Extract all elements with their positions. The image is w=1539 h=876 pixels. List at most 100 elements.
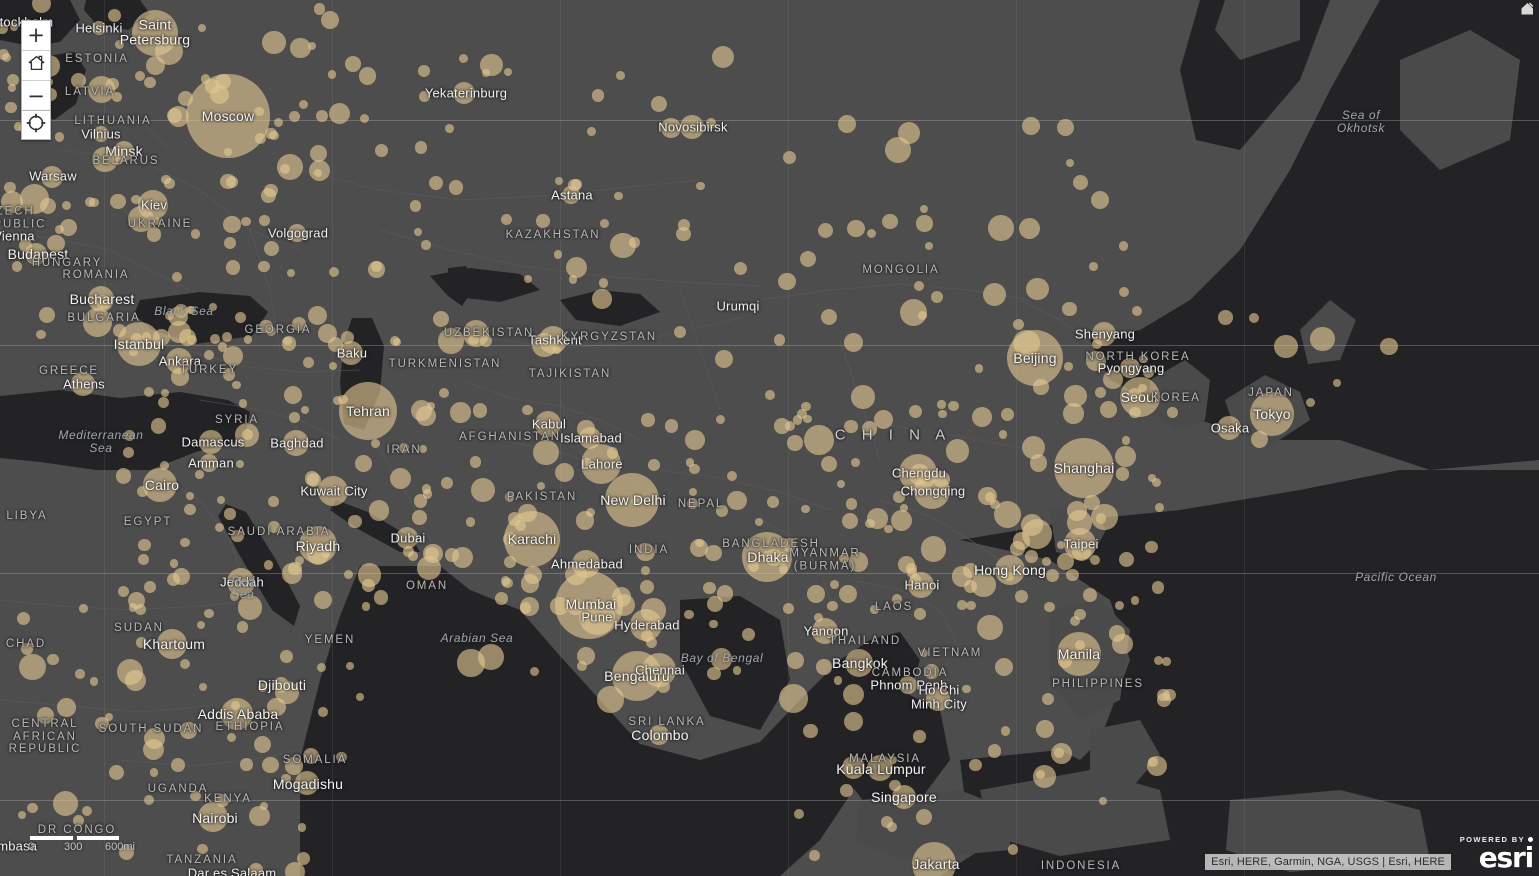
map-bubble-symbol[interactable] [1001,407,1015,421]
map-bubble-symbol[interactable] [635,542,655,562]
map-bubble-symbol[interactable] [1095,386,1107,398]
map-bubble-symbol[interactable] [600,219,609,228]
map-bubble-symbol[interactable] [143,468,177,502]
map-bubble-symbol[interactable] [504,68,513,77]
map-bubble-symbol[interactable] [89,677,99,686]
map-bubble-symbol[interactable] [847,220,865,238]
map-bubble-symbol[interactable] [915,808,932,825]
map-bubble-symbol[interactable] [802,723,818,739]
map-bubble-symbol[interactable] [1057,119,1075,137]
map-bubble-symbol[interactable] [784,420,796,432]
map-bubble-symbol[interactable] [294,555,305,565]
map-bubble-symbol[interactable] [199,430,223,454]
map-bubble-symbol[interactable] [283,430,309,456]
map-bubble-symbol[interactable] [555,463,575,482]
map-bubble-symbol[interactable] [842,513,859,530]
map-bubble-symbol[interactable] [851,384,875,409]
map-bubble-symbol[interactable] [648,459,660,471]
map-bubble-symbol[interactable] [963,563,978,578]
map-bubble-symbol[interactable] [224,236,237,249]
map-bubble-symbol[interactable] [579,599,615,635]
map-bubble-symbol[interactable] [112,92,122,102]
map-bubble-symbol[interactable] [1057,632,1101,676]
map-bubble-symbol[interactable] [1114,446,1136,468]
map-bubble-symbol[interactable] [938,409,948,419]
map-bubble-symbol[interactable] [1115,600,1125,610]
map-bubble-symbol[interactable] [318,476,348,506]
map-bubble-symbol[interactable] [173,567,191,586]
map-bubble-symbol[interactable] [300,406,309,415]
map-bubble-symbol[interactable] [884,524,893,534]
map-bubble-symbol[interactable] [165,310,175,320]
map-bubble-symbol[interactable] [258,260,270,273]
map-bubble-symbol[interactable] [441,477,454,490]
map-bubble-symbol[interactable] [9,21,19,31]
map-bubble-symbol[interactable] [136,637,147,648]
map-bubble-symbol[interactable] [159,460,169,470]
map-bubble-symbol[interactable] [284,386,303,405]
map-bubble-symbol[interactable] [801,504,811,514]
map-bubble-symbol[interactable] [987,215,1014,242]
map-bubble-symbol[interactable] [138,190,168,220]
map-bubble-symbol[interactable] [1021,518,1053,550]
map-bubble-symbol[interactable] [227,568,255,596]
map-bubble-symbol[interactable] [266,325,277,336]
map-bubble-symbol[interactable] [797,408,807,419]
map-bubble-symbol[interactable] [214,522,225,532]
map-bubble-symbol[interactable] [157,629,187,659]
map-bubble-symbol[interactable] [296,852,310,866]
map-bubble-symbol[interactable] [1064,384,1087,408]
map-bubble-symbol[interactable] [232,380,241,390]
map-bubble-symbol[interactable] [673,325,687,339]
map-bubble-symbol[interactable] [1119,552,1135,568]
map-bubble-symbol[interactable] [803,425,834,455]
map-bubble-symbol[interactable] [1044,601,1055,612]
map-bubble-symbol[interactable] [238,399,248,408]
map-bubble-symbol[interactable] [689,463,700,475]
map-bubble-symbol[interactable] [1064,528,1096,560]
map-bubble-symbol[interactable] [144,581,156,593]
map-bubble-symbol[interactable] [432,310,449,327]
map-bubble-symbol[interactable] [143,387,154,398]
map-bubble-symbol[interactable] [237,595,263,621]
map-bubble-symbol[interactable] [504,492,514,502]
map-bubble-symbol[interactable] [367,261,385,278]
map-bubble-symbol[interactable] [0,49,9,60]
map-bubble-symbol[interactable] [592,289,612,309]
map-bubble-symbol[interactable] [1036,720,1054,738]
map-bubble-symbol[interactable] [1098,796,1107,805]
map-bubble-symbol[interactable] [707,666,721,681]
map-bubble-symbol[interactable] [792,415,802,425]
map-bubble-symbol[interactable] [1029,454,1048,472]
map-bubble-symbol[interactable] [423,543,444,564]
map-bubble-symbol[interactable] [1067,500,1088,521]
map-bubble-symbol[interactable] [295,771,319,795]
map-bubble-symbol[interactable] [1019,217,1041,239]
map-bubble-symbol[interactable] [522,404,533,416]
map-bubble-symbol[interactable] [110,193,126,210]
map-bubble-symbol[interactable] [281,336,297,352]
map-bubble-symbol[interactable] [264,183,278,198]
map-bubble-symbol[interactable] [59,218,77,236]
map-bubble-symbol[interactable] [1151,581,1164,594]
map-bubble-symbol[interactable] [899,676,917,694]
map-bubble-symbol[interactable] [123,447,135,458]
map-bubble-symbol[interactable] [75,669,85,679]
map-bubble-symbol[interactable] [358,67,377,86]
map-bubble-symbol[interactable] [180,722,197,739]
map-bubble-symbol[interactable] [418,91,430,103]
map-bubble-symbol[interactable] [839,553,849,564]
map-bubble-symbol[interactable] [184,503,196,516]
map-bubble-symbol[interactable] [688,488,697,497]
map-bubble-symbol[interactable] [146,227,162,242]
map-bubble-symbol[interactable] [836,479,846,488]
map-bubble-symbol[interactable] [421,484,432,494]
map-bubble-symbol[interactable] [614,192,623,201]
map-bubble-symbol[interactable] [1095,513,1107,524]
map-bubble-symbol[interactable] [198,802,228,832]
map-bubble-symbol[interactable] [535,411,561,437]
map-bubble-symbol[interactable] [131,195,141,205]
map-bubble-symbol[interactable] [166,348,192,374]
map-bubble-symbol[interactable] [79,604,88,613]
map-bubble-symbol[interactable] [179,659,191,670]
